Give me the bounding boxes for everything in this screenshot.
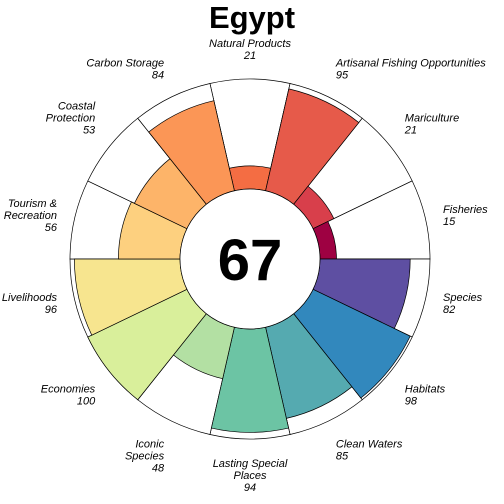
label-carbon-storage: Carbon Storage 84 (86, 58, 164, 82)
label-tourism-recreation: Tourism & Recreation 56 (4, 198, 58, 234)
overall-score: 67 (218, 228, 283, 293)
label-natural-products: Natural Products 21 (209, 38, 291, 62)
label-habitats: Habitats 98 (405, 383, 446, 407)
label-lasting-special-places: Lasting Special Places 94 (213, 458, 288, 494)
petal-natural-products (228, 165, 272, 192)
label-economies: Economies 100 (41, 383, 96, 407)
label-artisanal-fishing-opportunities: Artisanal Fishing Opportunities 95 (335, 58, 486, 82)
label-iconic-species: Iconic Species 48 (125, 438, 165, 474)
label-species: Species 82 (443, 292, 483, 316)
label-livelihoods: Livelihoods 96 (2, 292, 58, 316)
chart-title: Egypt (208, 0, 296, 35)
label-coastal-protection: Coastal Protection 53 (46, 101, 96, 137)
center-circle (179, 188, 321, 330)
label-clean-waters: Clean Waters 85 (336, 438, 403, 462)
label-fisheries: Fisheries 15 (443, 204, 488, 228)
label-mariculture: Mariculture 21 (404, 113, 459, 137)
